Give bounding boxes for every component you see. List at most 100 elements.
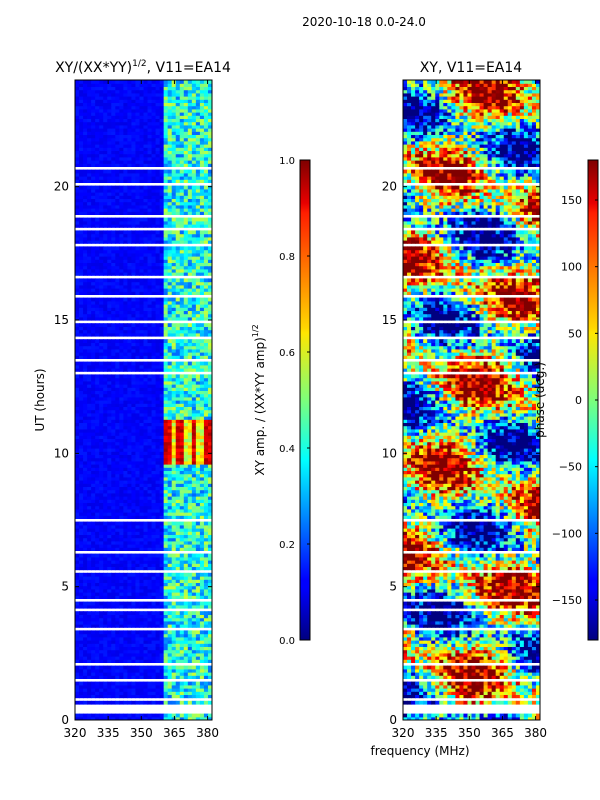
heatmap-cell [107,268,112,273]
heatmap-cell [163,425,169,430]
heatmap-cell [87,633,92,638]
heatmap-cell [99,355,104,359]
heatmap-cell [107,288,112,292]
heatmap-cell [119,448,124,452]
heatmap-cell [99,374,104,379]
heatmap-cell [115,259,120,263]
heatmap-cell [131,252,137,257]
heatmap-cell [179,313,185,318]
heatmap-cell [107,390,112,395]
heatmap-cell [183,361,189,366]
heatmap-cell [159,201,165,206]
heatmap-cell [183,419,189,423]
heatmap-cell [119,611,124,615]
heatmap-cell [147,716,153,720]
heatmap-cell [175,451,181,455]
heatmap-cell [111,582,116,587]
heatmap-cell [203,195,209,199]
heatmap-cell [107,496,112,500]
heatmap-cell [187,400,193,404]
heatmap-cell [99,316,104,321]
heatmap-cell [203,393,209,398]
heatmap-cell [179,681,185,686]
heatmap-cell [187,326,193,331]
heatmap-cell [183,611,189,615]
heatmap-cell [83,492,88,497]
heatmap-cell [95,284,100,289]
heatmap-cell [187,201,193,206]
heatmap-cell [91,438,96,443]
heatmap-cell [179,252,185,257]
heatmap-cell [163,713,169,718]
heatmap-cell [99,300,104,305]
heatmap-cell [111,547,116,551]
heatmap-cell [175,492,181,497]
heatmap-cell [203,403,209,407]
heatmap-cell [171,364,177,369]
heatmap-cell [199,700,205,705]
heatmap-cell [111,339,116,343]
heatmap-cell [115,390,120,395]
heatmap-cell [143,396,149,401]
heatmap-cell [83,377,88,382]
heatmap-cell [103,604,108,609]
heatmap-cell [159,377,165,382]
heatmap-cell [151,428,157,433]
heatmap-cell [195,553,201,558]
heatmap-cell [159,416,165,420]
heatmap-cell [83,233,88,238]
heatmap-cell [115,240,120,244]
heatmap-cell [139,211,145,215]
heatmap-cell [111,425,116,430]
heatmap-cell [195,198,201,203]
heatmap-cell [87,396,92,401]
heatmap-cell [115,659,120,663]
heatmap-cell [107,486,112,491]
heatmap-cell [183,185,189,190]
heatmap-cell [163,467,169,471]
heatmap-cell [195,505,201,510]
heatmap-cell [179,400,185,404]
heatmap-cell [203,643,209,647]
heatmap-cell [75,259,80,263]
heatmap-cell [167,198,173,203]
heatmap-cell [159,208,165,212]
heatmap-cell [119,684,124,689]
heatmap-cell [95,672,100,676]
heatmap-cell [171,256,177,260]
heatmap-cell [123,716,128,720]
heatmap-cell [155,508,161,513]
heatmap-cell [75,652,80,657]
heatmap-cell [131,201,137,206]
heatmap-cell [79,249,84,254]
heatmap-cell [207,284,212,289]
heatmap-cell [95,316,100,321]
heatmap-cell [139,560,145,564]
heatmap-cell [191,233,197,238]
heatmap-cell [123,460,128,465]
heatmap-cell [143,339,149,343]
heatmap-cell [155,675,161,679]
heatmap-cell [131,652,137,657]
heatmap-cell [75,489,80,494]
heatmap-cell [87,505,92,510]
heatmap-cell [123,454,128,459]
heatmap-cell [191,316,197,321]
heatmap-cell [103,611,108,615]
heatmap-cell [119,288,124,292]
heatmap-cell [151,611,157,615]
heatmap-cell [187,646,193,651]
heatmap-cell [107,473,112,478]
heatmap-cell [171,291,177,295]
heatmap-cell [195,396,201,401]
heatmap-cell [175,684,181,689]
heatmap-cell [195,636,201,641]
heatmap-cell [191,643,197,647]
heatmap-cell [135,339,141,343]
heatmap-cell [143,332,149,337]
heatmap-cell [79,640,84,644]
heatmap-cell [83,659,88,663]
heatmap-cell [203,361,209,366]
heatmap-cell [143,515,149,519]
heatmap-cell [207,352,212,356]
